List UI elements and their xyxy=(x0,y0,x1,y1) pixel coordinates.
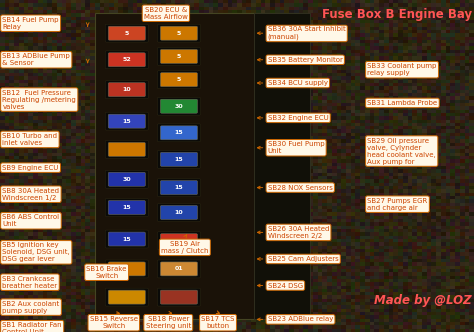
FancyBboxPatch shape xyxy=(160,206,198,219)
FancyBboxPatch shape xyxy=(160,126,198,140)
FancyBboxPatch shape xyxy=(108,172,146,186)
FancyBboxPatch shape xyxy=(105,230,148,248)
FancyBboxPatch shape xyxy=(157,260,201,278)
FancyBboxPatch shape xyxy=(105,112,148,130)
Text: 10: 10 xyxy=(174,210,183,215)
FancyBboxPatch shape xyxy=(157,179,201,197)
Text: 01: 01 xyxy=(174,266,183,272)
FancyBboxPatch shape xyxy=(160,181,198,195)
FancyBboxPatch shape xyxy=(105,51,148,69)
FancyBboxPatch shape xyxy=(105,288,148,306)
Text: 52: 52 xyxy=(122,57,131,62)
FancyBboxPatch shape xyxy=(105,81,148,99)
Text: 15: 15 xyxy=(174,185,183,190)
FancyBboxPatch shape xyxy=(108,83,146,97)
FancyBboxPatch shape xyxy=(157,232,201,250)
Text: SB26 30A Heated
Windscreen 2/2: SB26 30A Heated Windscreen 2/2 xyxy=(268,226,329,239)
Text: SB8 30A Heated
Windscreen 1/2: SB8 30A Heated Windscreen 1/2 xyxy=(2,188,59,201)
FancyBboxPatch shape xyxy=(157,47,201,65)
Text: SB32 Engine ECU: SB32 Engine ECU xyxy=(268,115,328,121)
FancyBboxPatch shape xyxy=(157,97,201,115)
Text: 5: 5 xyxy=(125,31,129,36)
Text: SB19 Air
mass / Clutch: SB19 Air mass / Clutch xyxy=(161,241,209,254)
Text: 30: 30 xyxy=(174,104,183,109)
Text: SB10 Turbo and
inlet valves: SB10 Turbo and inlet valves xyxy=(2,133,57,146)
Text: SB23 ADBlue relay: SB23 ADBlue relay xyxy=(268,316,333,322)
Text: SB1 Radiator Fan
Control Unit: SB1 Radiator Fan Control Unit xyxy=(2,322,62,332)
Text: 15: 15 xyxy=(122,205,131,210)
Text: 30: 30 xyxy=(122,177,131,182)
Text: SB30 Fuel Pump
Unit: SB30 Fuel Pump Unit xyxy=(268,141,324,154)
FancyBboxPatch shape xyxy=(160,49,198,63)
Text: SB14 Fuel Pump
Relay: SB14 Fuel Pump Relay xyxy=(2,17,59,30)
FancyBboxPatch shape xyxy=(105,260,148,278)
Text: SB35 Battery Monitor: SB35 Battery Monitor xyxy=(268,57,343,63)
Text: SB34 BCU supply: SB34 BCU supply xyxy=(268,80,328,86)
FancyBboxPatch shape xyxy=(108,26,146,40)
FancyBboxPatch shape xyxy=(160,290,198,304)
Text: SB20 ECU &
Mass Airflow: SB20 ECU & Mass Airflow xyxy=(144,7,188,20)
Text: SB12  Fuel Pressure
Regulating /metering
valves: SB12 Fuel Pressure Regulating /metering … xyxy=(2,90,76,110)
FancyBboxPatch shape xyxy=(254,13,310,319)
FancyBboxPatch shape xyxy=(160,26,198,40)
Text: SB29 Oil pressure
valve, Cylynder
head coolant valve,
Aux pump for: SB29 Oil pressure valve, Cylynder head c… xyxy=(367,137,436,165)
Text: 5: 5 xyxy=(177,54,181,59)
Text: SB24 DSG: SB24 DSG xyxy=(268,283,303,289)
Text: SB17 TCS
button: SB17 TCS button xyxy=(201,316,235,329)
Text: 15: 15 xyxy=(122,236,131,242)
Text: SB25 Cam Adjusters: SB25 Cam Adjusters xyxy=(268,256,338,262)
FancyBboxPatch shape xyxy=(160,73,198,87)
FancyBboxPatch shape xyxy=(105,170,148,188)
FancyBboxPatch shape xyxy=(105,199,148,216)
FancyBboxPatch shape xyxy=(108,232,146,246)
FancyBboxPatch shape xyxy=(108,142,146,156)
FancyBboxPatch shape xyxy=(108,201,146,214)
FancyBboxPatch shape xyxy=(157,204,201,221)
FancyBboxPatch shape xyxy=(157,150,201,168)
FancyBboxPatch shape xyxy=(160,234,198,248)
Text: Made by @LOZ: Made by @LOZ xyxy=(374,294,472,307)
FancyBboxPatch shape xyxy=(157,24,201,42)
FancyBboxPatch shape xyxy=(160,152,198,166)
Text: SB13 ADBlue Pump
& Sensor: SB13 ADBlue Pump & Sensor xyxy=(2,53,70,66)
Text: SB16 Brake
Switch: SB16 Brake Switch xyxy=(86,266,127,279)
Text: SB33 Coolant pump
relay supply: SB33 Coolant pump relay supply xyxy=(367,63,437,76)
Text: SB9 Engine ECU: SB9 Engine ECU xyxy=(2,165,59,171)
Text: SB31 Lambda Probe: SB31 Lambda Probe xyxy=(367,100,438,106)
Text: Fuse Box B Engine Bay: Fuse Box B Engine Bay xyxy=(321,8,472,21)
FancyBboxPatch shape xyxy=(105,140,148,158)
Text: SB15 Reverse
Switch: SB15 Reverse Switch xyxy=(90,316,138,329)
Text: 15: 15 xyxy=(174,157,183,162)
Text: 5: 5 xyxy=(177,77,181,82)
Text: SB2 Aux coolant
pump supply: SB2 Aux coolant pump supply xyxy=(2,300,60,314)
FancyBboxPatch shape xyxy=(95,13,299,319)
FancyBboxPatch shape xyxy=(108,262,146,276)
FancyBboxPatch shape xyxy=(108,114,146,128)
FancyBboxPatch shape xyxy=(105,24,148,42)
Text: SB36 30A Start Inhibit
(manual): SB36 30A Start Inhibit (manual) xyxy=(268,27,346,40)
FancyBboxPatch shape xyxy=(157,124,201,142)
Text: SB3 Crankcase
breather heater: SB3 Crankcase breather heater xyxy=(2,276,57,289)
FancyBboxPatch shape xyxy=(108,53,146,67)
Text: 10: 10 xyxy=(122,87,131,92)
Text: 5: 5 xyxy=(177,31,181,36)
Text: 15: 15 xyxy=(122,119,131,124)
Text: 15: 15 xyxy=(174,130,183,135)
FancyBboxPatch shape xyxy=(108,290,146,304)
FancyBboxPatch shape xyxy=(157,71,201,89)
Text: SB6 ABS Control
Unit: SB6 ABS Control Unit xyxy=(2,214,60,227)
Text: SB5 Ignition key
Solenoid, DSG unit,
DSG gear lever: SB5 Ignition key Solenoid, DSG unit, DSG… xyxy=(2,242,70,262)
Text: SB28 NOX Sensors: SB28 NOX Sensors xyxy=(268,185,333,191)
FancyBboxPatch shape xyxy=(157,288,201,306)
Text: SB18 Power
Steering unit: SB18 Power Steering unit xyxy=(146,316,191,329)
FancyBboxPatch shape xyxy=(160,262,198,276)
Text: SB27 Pumps EGR
and charge air: SB27 Pumps EGR and charge air xyxy=(367,198,428,211)
FancyBboxPatch shape xyxy=(160,99,198,113)
